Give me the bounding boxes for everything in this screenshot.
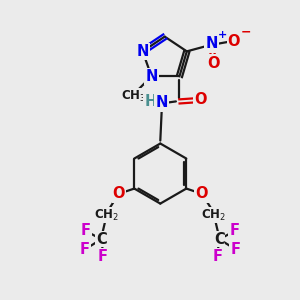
Text: O: O	[207, 56, 220, 70]
Text: O: O	[113, 186, 125, 201]
Text: +: +	[218, 29, 227, 40]
Text: N: N	[156, 95, 168, 110]
Text: CH$_3$: CH$_3$	[121, 88, 146, 104]
Text: CH$_2$: CH$_2$	[94, 208, 119, 223]
Text: F: F	[213, 249, 223, 264]
Text: F: F	[98, 249, 108, 264]
Text: F: F	[230, 223, 240, 238]
Text: F: F	[81, 223, 91, 238]
Text: O: O	[195, 186, 208, 201]
Text: C: C	[214, 232, 225, 247]
Text: N: N	[145, 69, 158, 84]
Text: O: O	[194, 92, 207, 107]
Text: H: H	[145, 94, 157, 109]
Text: N: N	[136, 44, 149, 59]
Text: O: O	[228, 34, 240, 49]
Text: C: C	[96, 232, 107, 247]
Text: CH$_2$: CH$_2$	[202, 208, 226, 223]
Text: N: N	[206, 37, 218, 52]
Text: F: F	[80, 242, 90, 257]
Text: F: F	[230, 242, 241, 257]
Text: −: −	[240, 25, 251, 38]
